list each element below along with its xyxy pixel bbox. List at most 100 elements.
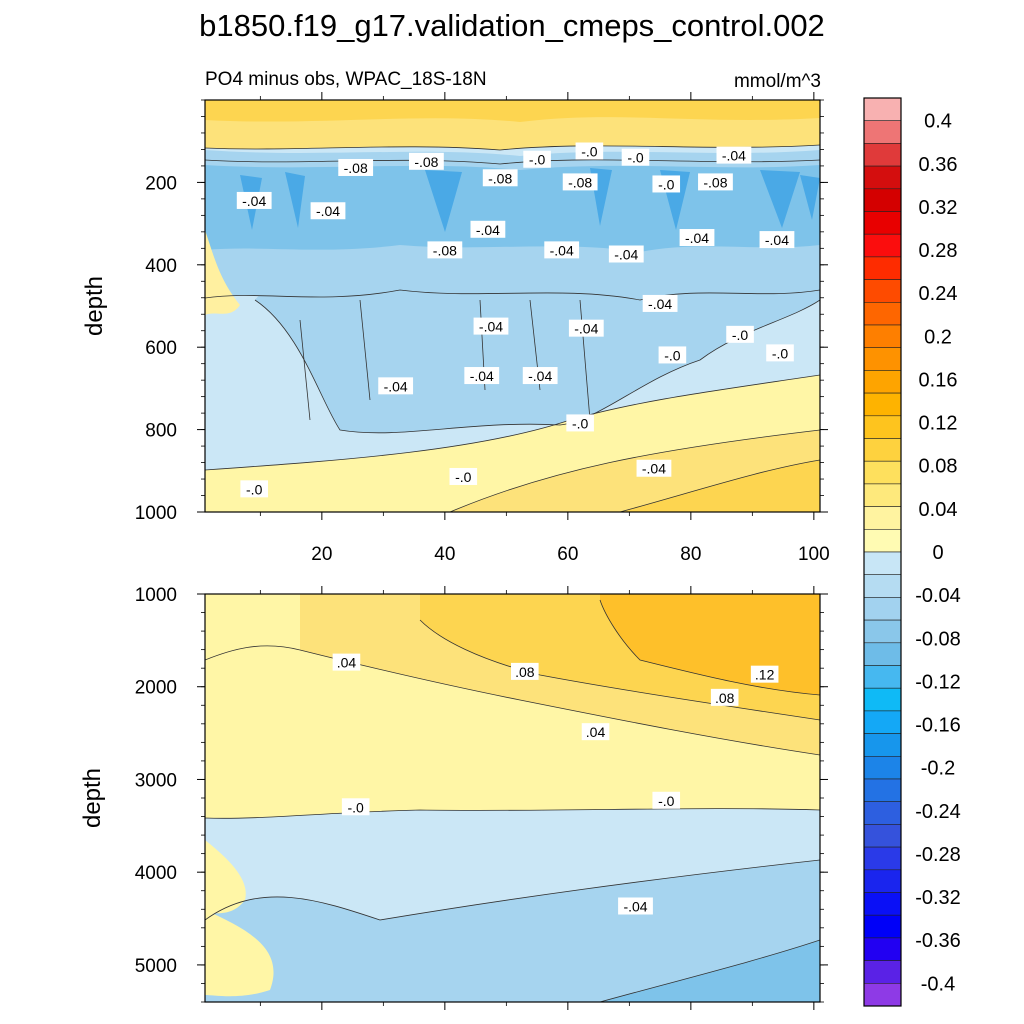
- colorbar-label: -0.2: [921, 758, 955, 780]
- colorbar-swatch: [863, 279, 902, 303]
- contour-label: -.04: [716, 146, 752, 164]
- contour-label: -.04: [608, 245, 644, 263]
- y-tick-label: 800: [145, 421, 177, 442]
- colorbar-swatch: [863, 551, 902, 576]
- contour-label-text: -.0: [658, 793, 675, 809]
- contour-label: -.04: [618, 897, 653, 915]
- contour-label: -.04: [636, 459, 672, 477]
- y-tick-label: 400: [145, 256, 177, 277]
- upper-west-positive: [205, 230, 240, 315]
- contour-label-bg: [642, 294, 678, 312]
- contour-label-bg: [566, 414, 594, 432]
- chart-title: b1850.f19_g17.validation_cmeps_control.0…: [199, 8, 825, 43]
- contour-label-text: -.0: [772, 345, 789, 361]
- colorbar-swatch: [863, 415, 902, 439]
- colorbar-swatch: [863, 347, 902, 371]
- y-tick-label: 1000: [135, 503, 177, 524]
- colorbar-swatch: [863, 574, 902, 598]
- y-tick-label: 3000: [135, 770, 177, 791]
- contour-label-text: -.04: [722, 148, 746, 164]
- contour-label-text: -.0: [581, 144, 598, 160]
- colorbar-label: -0.24: [915, 801, 961, 823]
- lower-y-axis: 1000 2000 3000 4000 5000: [135, 585, 828, 1003]
- contour-label-bg: [636, 459, 672, 477]
- contour-label-bg: [726, 325, 754, 343]
- y-tick-label: 5000: [135, 956, 177, 977]
- colorbar-label: -0.4: [921, 973, 955, 995]
- colorbar-label: -0.04: [915, 585, 961, 607]
- colorbar-label: -0.08: [915, 628, 961, 650]
- contour-label: .08: [511, 662, 539, 680]
- colorbar-label: 0.28: [919, 240, 958, 262]
- colorbar-label: -0.28: [915, 844, 961, 866]
- contour-label-bg: [409, 152, 444, 170]
- y-tick-label: 2000: [135, 678, 177, 699]
- contour-label-text: -.0: [658, 176, 675, 192]
- contour-label-text: -.04: [242, 193, 266, 209]
- x-tick-label: 20: [311, 544, 332, 565]
- contour-label-bg: [652, 175, 681, 193]
- contour-label: -.04: [236, 191, 272, 209]
- contour-label: -.04: [470, 220, 506, 238]
- lower-contour-labels: .04 .08 .12 .08 .04 -.0 -.0 -.04: [332, 653, 779, 915]
- contour-label-bg: [658, 346, 687, 364]
- contour-label-text: -.0: [455, 469, 472, 485]
- contour-label: -.04: [378, 377, 414, 395]
- colorbar-swatch: [863, 665, 902, 689]
- contour-label-text: -.04: [316, 203, 340, 219]
- upper-panel: -.08 -.08 -.0-.0 -.0 -.04-.04-.08 -.08 -.0 -.08…: [81, 92, 830, 565]
- contour-label-bg: [523, 150, 551, 168]
- upper-surface-strong: [205, 100, 820, 122]
- colorbar-swatch: [863, 506, 902, 530]
- contour-label: .04: [581, 723, 610, 741]
- lower-deep-negative: [205, 860, 820, 1002]
- upper-contour-field: [205, 100, 820, 512]
- contour-label: -.08: [427, 241, 463, 259]
- contour-label-text: -.04: [614, 247, 638, 263]
- contour-label-text: -.08: [414, 154, 438, 170]
- colorbar-label: 0.4: [924, 111, 952, 133]
- contour-label: .12: [750, 665, 779, 683]
- colorbar-swatch: [863, 687, 902, 712]
- contour-label-text: .04: [337, 655, 357, 671]
- colorbar-swatch: [863, 528, 902, 553]
- contour-label-text: -.04: [642, 461, 666, 477]
- colorbar-swatch: [863, 120, 902, 144]
- colorbar-swatch: [863, 778, 902, 803]
- y-tick-label: 200: [145, 173, 177, 194]
- lower-contour-field: [205, 594, 820, 1002]
- contour-label-bg: [427, 241, 463, 259]
- x-tick-label: 60: [557, 544, 578, 565]
- colorbar-label: 0: [932, 542, 943, 564]
- contour-label-bg: [310, 202, 346, 220]
- contour-label: -.0: [575, 142, 604, 160]
- colorbar-swatch: [863, 324, 902, 349]
- contour-label-text: -.04: [384, 378, 408, 394]
- colorbar-swatch: [863, 914, 902, 939]
- upper-x-axis: 20 40 60 80 100: [259, 92, 830, 565]
- contour-label-text: -.0: [246, 481, 263, 497]
- contour-label: -.0: [566, 414, 594, 432]
- contour-label: -.04: [522, 367, 558, 385]
- contour-label-bg: [449, 467, 478, 485]
- contour-label-text: .12: [755, 667, 775, 683]
- colorbar-swatch: [863, 392, 902, 417]
- contour-label: .08: [710, 688, 739, 706]
- x-tick-label: 80: [680, 544, 701, 565]
- contour-label-bg: [608, 245, 644, 263]
- contour-label-text: .08: [715, 690, 735, 706]
- chart-subtitle: PO4 minus obs, WPAC_18S-18N: [205, 69, 487, 90]
- contour-label-text: -.04: [476, 222, 500, 238]
- colorbar-label: 0.12: [919, 413, 958, 435]
- colorbar-swatch: [863, 846, 902, 871]
- contour-label: -.08: [698, 173, 733, 191]
- contour-label-bg: [341, 798, 370, 816]
- contour-label-bg: [750, 665, 779, 683]
- colorbar: 0.4 0.36 0.32 0.28 0.24 0.2 0.16 0.12 0.08 0.04 0 -…: [863, 97, 961, 1007]
- upper-y-axis-title: depth: [81, 276, 108, 336]
- contour-label-bg: [338, 158, 374, 176]
- contour-label: -.0: [658, 346, 687, 364]
- contour-label-bg: [618, 897, 653, 915]
- colorbar-swatch: [863, 982, 902, 1007]
- upper-deep-strong: [620, 460, 820, 512]
